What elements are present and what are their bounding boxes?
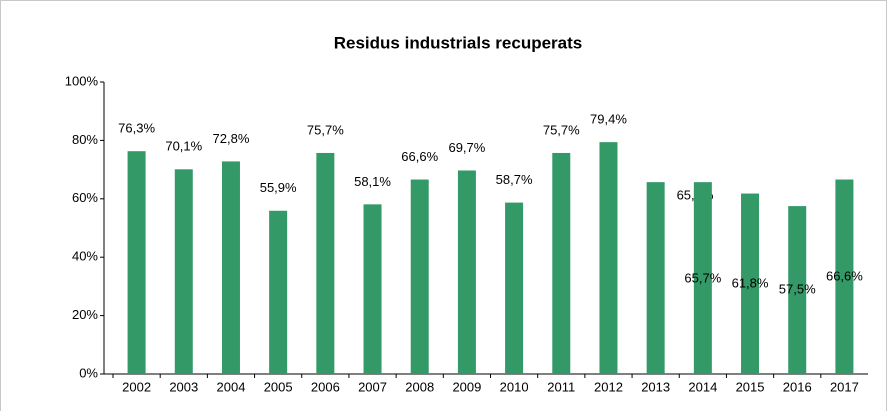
x-tick-label: 2015 (736, 379, 765, 394)
x-tick-label: 2002 (122, 379, 151, 394)
x-tick-label: 2003 (169, 379, 198, 394)
bar (363, 204, 382, 374)
bar (788, 206, 807, 374)
value-label: 70,1% (165, 139, 202, 154)
y-tick-label: 80% (72, 132, 98, 147)
value-label: 72,8% (213, 131, 250, 146)
bar (646, 182, 665, 374)
x-tick-label: 2011 (547, 379, 575, 394)
bar (410, 179, 429, 374)
value-label: 66,6% (826, 268, 863, 283)
x-tick-label: 2013 (641, 379, 670, 394)
x-tick-label: 2012 (594, 379, 623, 394)
chart-title: Residus industrials recuperats (334, 33, 582, 52)
x-tick-label: 2005 (264, 379, 293, 394)
bar (835, 179, 854, 374)
bar (221, 161, 240, 374)
bar (316, 152, 335, 374)
x-tick-label: 2016 (783, 379, 812, 394)
bar (599, 142, 618, 374)
value-label: 57,5% (779, 281, 816, 296)
value-label: 65,7% (684, 270, 721, 285)
bar (693, 182, 712, 374)
x-tick-label: 2017 (830, 379, 859, 394)
value-label: 75,7% (307, 122, 344, 137)
value-label: 61,8% (732, 275, 769, 290)
x-tick-label: 2004 (217, 379, 246, 394)
value-label: 55,9% (260, 180, 297, 195)
y-tick-label: 20% (72, 307, 98, 322)
y-tick-label: 60% (72, 190, 98, 205)
bar (552, 152, 571, 374)
value-label: 58,1% (354, 174, 391, 189)
bar (505, 202, 524, 374)
x-tick-label: 2010 (500, 379, 529, 394)
y-tick-label: 0% (79, 365, 98, 380)
bar (174, 169, 193, 374)
x-tick-label: 2009 (452, 379, 481, 394)
bar (741, 193, 760, 374)
x-tick-label: 2008 (405, 379, 434, 394)
value-label: 76,3% (118, 121, 155, 136)
y-tick-label: 40% (72, 249, 98, 264)
value-label: 75,7% (543, 122, 580, 137)
x-tick-label: 2007 (358, 379, 387, 394)
x-tick-label: 2006 (311, 379, 340, 394)
bar (269, 210, 288, 374)
value-label: 69,7% (448, 140, 485, 155)
bar (457, 170, 476, 374)
value-label: 58,7% (496, 172, 533, 187)
y-tick-label: 100% (65, 73, 99, 88)
value-label: 79,4% (590, 112, 627, 127)
bar (127, 151, 146, 374)
value-label: 66,6% (401, 149, 438, 164)
x-tick-label: 2014 (688, 379, 717, 394)
